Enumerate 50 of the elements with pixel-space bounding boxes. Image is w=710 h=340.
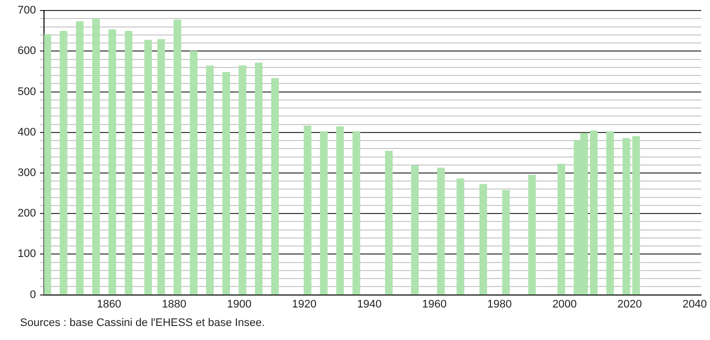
bar xyxy=(622,138,630,295)
x-tick-label: 1860 xyxy=(96,298,122,310)
bar xyxy=(76,21,84,295)
y-tick-label: 0 xyxy=(30,288,36,301)
bar xyxy=(157,39,165,295)
bar xyxy=(304,126,312,295)
x-tick-label: 2000 xyxy=(552,298,577,310)
bar xyxy=(502,190,510,295)
bar xyxy=(336,126,344,295)
bar xyxy=(206,65,214,295)
bar xyxy=(44,34,52,295)
bar xyxy=(144,40,152,295)
bar xyxy=(254,62,263,295)
y-tick-label: 400 xyxy=(18,126,36,138)
y-tick-label: 100 xyxy=(18,248,36,260)
x-tick-label: 2020 xyxy=(617,298,642,310)
bar xyxy=(385,150,393,295)
bar xyxy=(124,30,132,295)
y-tick-label: 600 xyxy=(18,45,36,58)
x-tick-label: 1960 xyxy=(422,298,447,310)
bar xyxy=(352,131,360,295)
bar xyxy=(92,18,100,295)
bar xyxy=(456,178,464,295)
y-tick-label: 700 xyxy=(18,4,36,17)
bar xyxy=(174,20,182,295)
x-tick-label: 2040 xyxy=(682,298,707,310)
source-note: Sources : base Cassini de l'EHESS et base Insee. xyxy=(20,316,266,330)
bar xyxy=(271,78,279,295)
bar xyxy=(528,174,536,295)
x-tick-label: 1940 xyxy=(357,298,382,310)
bar xyxy=(411,165,419,295)
bar xyxy=(606,131,614,295)
bar xyxy=(479,184,488,295)
bar xyxy=(437,168,445,295)
x-tick-label: 1900 xyxy=(226,298,252,310)
bar xyxy=(222,72,230,295)
bar xyxy=(320,131,328,295)
x-tick-label: 1880 xyxy=(162,298,186,310)
y-tick-label: 500 xyxy=(18,86,36,98)
y-tick-label: 200 xyxy=(18,208,36,220)
bar xyxy=(190,50,198,295)
y-tick-label: 300 xyxy=(18,167,36,180)
bar xyxy=(590,130,598,295)
x-tick-label: 1920 xyxy=(292,298,317,310)
bar xyxy=(60,30,68,295)
bar xyxy=(238,65,246,295)
x-tick-label: 1980 xyxy=(487,298,512,310)
bar xyxy=(632,136,640,295)
bar xyxy=(557,164,566,295)
bar xyxy=(108,29,116,295)
